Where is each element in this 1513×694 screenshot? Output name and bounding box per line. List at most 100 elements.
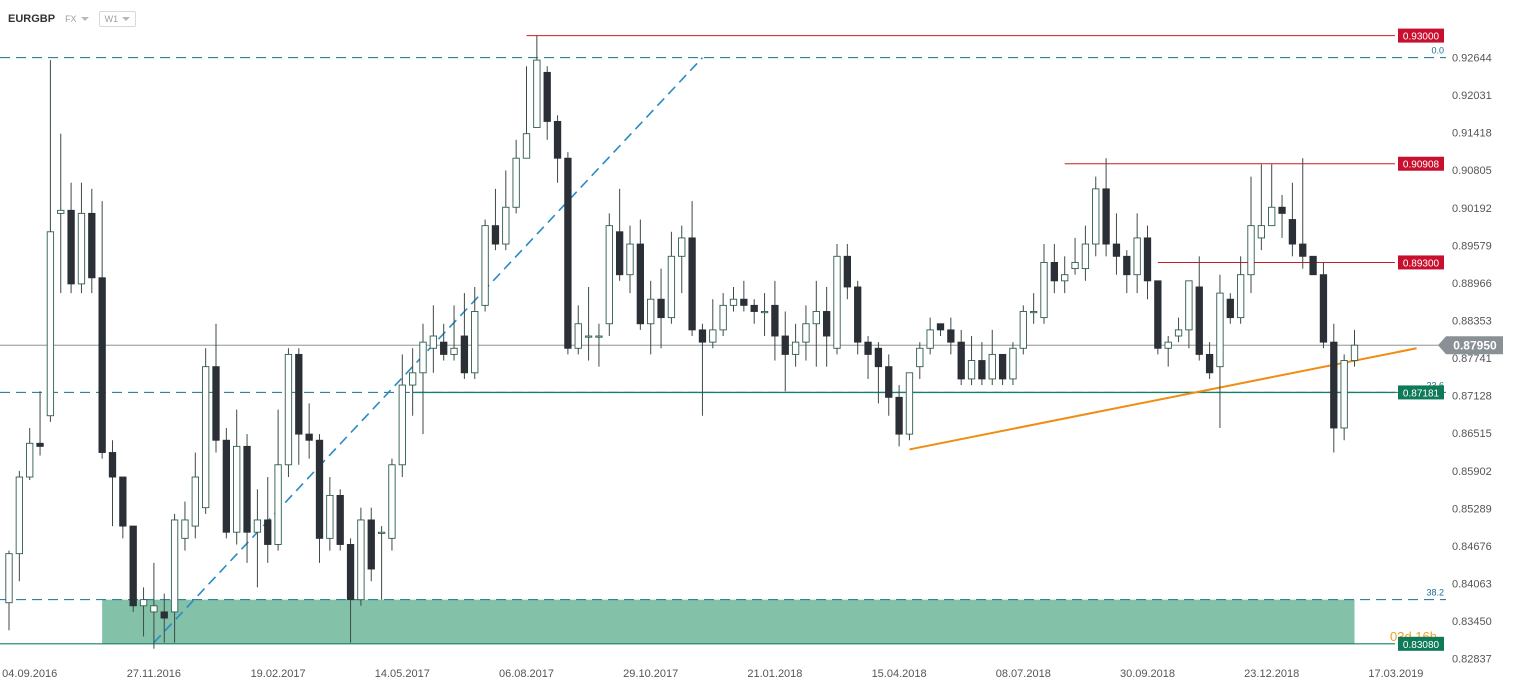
candle-down xyxy=(874,342,883,404)
candle-body xyxy=(729,298,738,306)
candle-body xyxy=(667,255,676,319)
candle-down xyxy=(636,219,645,330)
candle-up xyxy=(988,329,996,386)
candle-up xyxy=(1019,305,1027,355)
candle-down xyxy=(1288,182,1297,257)
candle-down xyxy=(740,280,748,312)
candle-down xyxy=(895,385,903,447)
candle-up xyxy=(201,348,210,514)
y-tick-label: 0.92031 xyxy=(1452,90,1492,102)
candle-down xyxy=(854,280,862,355)
candle-up xyxy=(533,35,541,129)
candle-up xyxy=(1133,213,1141,294)
candle-body xyxy=(1195,286,1203,355)
candle-body xyxy=(698,329,707,343)
candle-body xyxy=(647,298,655,325)
x-tick-label: 27.11.2016 xyxy=(127,668,181,680)
candle-up xyxy=(77,182,86,294)
candle-body xyxy=(1112,243,1121,257)
candle-up xyxy=(1216,274,1224,428)
candle-body xyxy=(77,212,86,285)
candle-body xyxy=(429,335,437,349)
candle-body xyxy=(833,255,841,349)
candle-body xyxy=(823,311,831,337)
candle-up xyxy=(1350,329,1359,367)
candle-body xyxy=(781,335,789,355)
candle-body xyxy=(1350,344,1359,361)
candle-body xyxy=(564,157,572,349)
candle-down xyxy=(305,403,313,459)
candle-down xyxy=(1154,280,1162,355)
candle-down xyxy=(1123,250,1131,294)
candle-up xyxy=(284,348,293,478)
candle-body xyxy=(1319,274,1328,343)
candle-body xyxy=(843,255,852,288)
y-tick-label: 0.87741 xyxy=(1452,353,1492,365)
candle-body xyxy=(1050,261,1059,282)
level-tag-label: 0.89300 xyxy=(1403,258,1440,269)
candle-down xyxy=(222,427,230,539)
y-tick-label: 0.84063 xyxy=(1452,579,1492,591)
candle-body xyxy=(1102,188,1110,245)
candle-up xyxy=(1185,280,1193,349)
candle-body xyxy=(160,611,168,619)
candle-up xyxy=(1164,336,1172,367)
market-dropdown[interactable]: FX xyxy=(65,14,89,24)
candle-down xyxy=(564,152,572,355)
candle-body xyxy=(139,599,148,607)
level-tag-label: 0.90908 xyxy=(1403,160,1440,171)
candle-body xyxy=(512,157,520,208)
level-tag-label: 0.93000 xyxy=(1403,32,1440,43)
candle-body xyxy=(201,366,210,509)
level-tag xyxy=(1398,385,1444,400)
candle-up xyxy=(1061,256,1069,294)
candle-body xyxy=(864,341,872,355)
candle-up xyxy=(139,587,148,637)
candle-up xyxy=(181,501,189,551)
candle-body xyxy=(750,304,758,312)
candle-body xyxy=(854,286,862,343)
candle-up xyxy=(647,280,655,355)
candle-up xyxy=(967,336,976,386)
candle-body xyxy=(191,476,199,527)
candle-body xyxy=(491,225,500,245)
candle-body xyxy=(905,372,914,435)
candle-down xyxy=(657,268,665,349)
candle-up xyxy=(5,550,13,631)
candle-down xyxy=(1278,194,1286,238)
candle-body xyxy=(998,353,1007,380)
x-tick-label: 06.08.2017 xyxy=(499,668,554,680)
candle-body xyxy=(791,341,800,355)
y-tick-label: 0.84676 xyxy=(1452,541,1492,553)
candle-up xyxy=(522,66,531,159)
candle-body xyxy=(916,347,924,368)
candle-up xyxy=(419,323,427,435)
candle-down xyxy=(553,115,562,183)
candle-body xyxy=(305,433,313,441)
candle-down xyxy=(212,323,220,453)
timeframe-dropdown[interactable]: W1 xyxy=(98,11,137,27)
candle-body xyxy=(274,464,282,545)
candle-body xyxy=(957,341,965,380)
y-tick-label: 0.88353 xyxy=(1452,316,1492,328)
candle-down xyxy=(1143,225,1152,300)
candle-up xyxy=(409,348,417,416)
candle-body xyxy=(1330,341,1338,429)
candle-down xyxy=(543,66,551,140)
candle-body xyxy=(688,237,696,331)
candle-body xyxy=(1009,347,1017,380)
candle-body xyxy=(15,476,23,555)
candle-down xyxy=(67,182,75,294)
candle-down xyxy=(460,293,469,379)
candle-down xyxy=(771,280,779,361)
candle-up xyxy=(678,225,686,294)
y-tick-label: 0.82837 xyxy=(1452,654,1492,666)
candle-down xyxy=(160,593,168,643)
candle-body xyxy=(1288,219,1297,245)
candle-body xyxy=(233,445,241,533)
y-tick-label: 0.92644 xyxy=(1452,52,1492,64)
candle-body xyxy=(253,519,262,533)
candle-body xyxy=(936,323,945,331)
